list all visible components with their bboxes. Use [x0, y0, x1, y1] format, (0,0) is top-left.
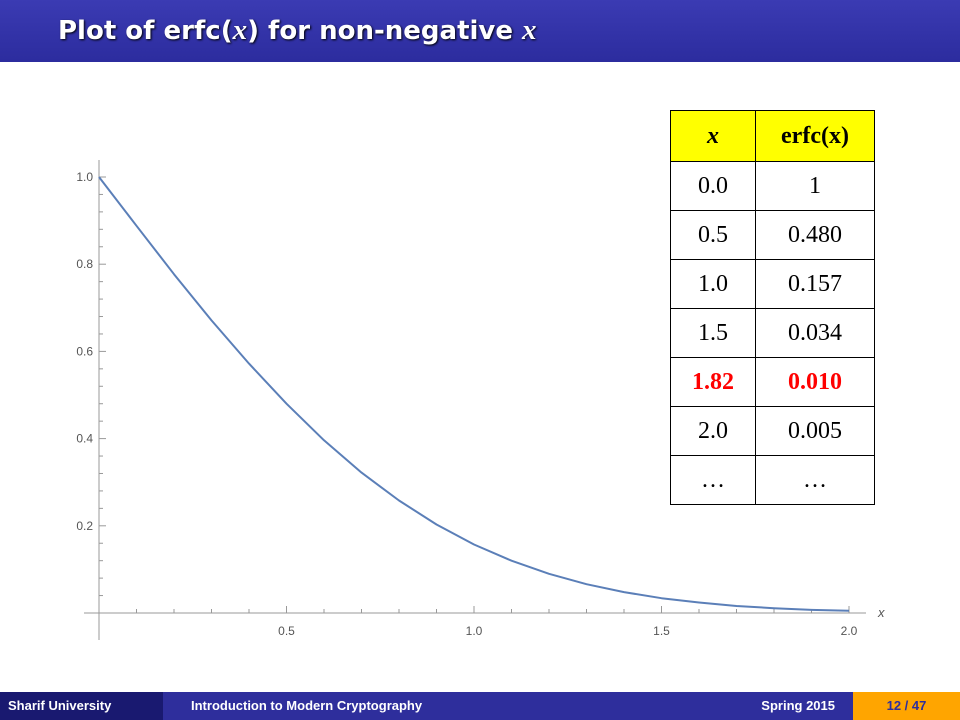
footer-university: Sharif University: [0, 692, 163, 720]
table-row-highlighted: 1.82 0.010: [670, 357, 875, 407]
title-variable: x: [232, 14, 248, 46]
y-tick-label: 0.6: [76, 344, 93, 358]
table-header-row: x erfc(x): [670, 110, 875, 162]
cell-x: …: [670, 455, 756, 505]
erfc-plot: 0.5 1.0 1.5 2.00.20.40.60.81.0x: [76, 160, 885, 640]
cell-x: 0.5: [670, 210, 756, 260]
footer-term: Spring 2015: [761, 698, 835, 713]
y-tick-label: 0.2: [76, 519, 93, 533]
x-tick-label: 0.5: [278, 624, 295, 638]
erfc-curve: [98, 176, 850, 612]
title-bar: Plot of erfc(x) for non-negative x: [0, 0, 960, 62]
cell-x: 1.0: [670, 259, 756, 309]
table-row: ……: [670, 455, 875, 505]
table-row: 1.0 0.157: [670, 259, 875, 309]
header-x: x: [670, 110, 756, 162]
title-middle: ) for non-negative: [247, 16, 523, 46]
cell-erfc: 0.034: [755, 308, 875, 358]
slide-title: Plot of erfc(x) for non-negative x: [58, 14, 537, 47]
cell-erfc: 0.005: [755, 406, 875, 456]
cell-erfc: 0.157: [755, 259, 875, 309]
x-axis-label: x: [877, 605, 885, 620]
footer: Sharif University Introduction to Modern…: [0, 692, 960, 720]
footer-course: Introduction to Modern Cryptography: [191, 698, 423, 713]
x-tick-label: 1.5: [653, 624, 670, 638]
cell-x: 0.0: [670, 161, 756, 211]
y-tick-label: 1.0: [76, 170, 93, 184]
cell-x: 1.82: [670, 357, 756, 407]
footer-page-number: 12 / 47: [853, 692, 960, 720]
header-x-text: x: [707, 122, 719, 149]
header-erfc: erfc(x): [755, 110, 875, 162]
cell-erfc: …: [755, 455, 875, 505]
y-tick-label: 0.8: [76, 257, 93, 271]
cell-erfc: 0.010: [755, 357, 875, 407]
table-row: 0.0 1: [670, 161, 875, 211]
table-row: 0.5 0.480: [670, 210, 875, 260]
cell-erfc: 1: [755, 161, 875, 211]
x-tick-label: 1.0: [466, 624, 483, 638]
y-tick-label: 0.4: [76, 432, 93, 446]
title-variable-2: x: [522, 14, 537, 46]
cell-erfc: 0.480: [755, 210, 875, 260]
cell-x: 2.0: [670, 406, 756, 456]
footer-course-bar: Introduction to Modern Cryptography Spri…: [163, 692, 853, 720]
table-row: 2.0 0.005: [670, 406, 875, 456]
x-tick-label: 2.0: [841, 624, 858, 638]
title-prefix: Plot of erfc(: [58, 16, 233, 46]
cell-x: 1.5: [670, 308, 756, 358]
values-table: x erfc(x) 0.0 1 0.5 0.480 1.0 0.157 1.5 0.03…: [670, 110, 875, 505]
header-erfc-text: erfc(x): [781, 122, 849, 149]
table-row: 1.5 0.034: [670, 308, 875, 358]
